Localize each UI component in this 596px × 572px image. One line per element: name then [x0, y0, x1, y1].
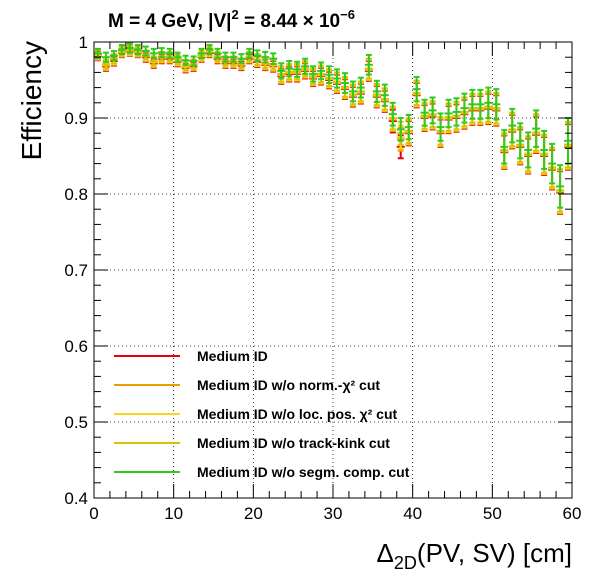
data-point [356, 76, 365, 99]
data-point [221, 51, 230, 63]
y-tick-label: 0.8 [64, 185, 88, 204]
y-axis-title: Efficiency [16, 41, 47, 160]
y-tick-label: 0.4 [64, 489, 88, 508]
data-point [149, 47, 158, 59]
data-point [253, 49, 262, 62]
data-point [388, 101, 397, 127]
legend-label: Medium ID w/o segm. comp. cut [197, 464, 410, 480]
chart-title-mid: = 8.44 × 10 [239, 11, 340, 32]
y-tick-label: 0.6 [64, 337, 88, 356]
legend-entry: Medium ID w/o track-kink cut [114, 435, 390, 451]
x-tick-label: 20 [244, 504, 263, 523]
data-point [109, 50, 118, 62]
data-point [364, 53, 373, 76]
data-point [261, 50, 270, 64]
data-point [396, 117, 405, 142]
data-point [197, 47, 206, 59]
data-point [173, 51, 182, 63]
x-tick-label: 50 [483, 504, 502, 523]
data-point [125, 42, 134, 54]
x-axis-title: Δ2D(PV, SV) [cm] [377, 538, 572, 572]
data-point [404, 113, 413, 141]
data-point [428, 96, 437, 125]
x-tick-label: 60 [563, 504, 582, 523]
data-point [213, 47, 222, 59]
y-tick-label: 0.7 [64, 261, 88, 280]
data-point [540, 129, 549, 170]
data-point [269, 52, 278, 66]
data-point [325, 65, 333, 85]
data-point [340, 72, 349, 94]
data-point [141, 45, 150, 57]
chart-title: M = 4 GeV, |V|2 = 8.44 × 10−6 [108, 7, 355, 32]
data-point [380, 83, 389, 107]
legend-entry: Medium ID [114, 348, 268, 364]
data-point [133, 44, 142, 56]
data-point [277, 62, 286, 80]
data-point [548, 142, 557, 185]
legend-entry: Medium ID w/o norm.-χ² cut [114, 377, 380, 393]
data-point [476, 88, 485, 120]
data-point [524, 131, 533, 169]
y-tick-label: 0.9 [64, 109, 88, 128]
legend-label: Medium ID w/o norm.-χ² cut [197, 377, 380, 393]
data-point [317, 61, 326, 81]
legend: Medium ID Medium ID w/o norm.-χ² cut Mediu… [114, 348, 410, 480]
data-point [492, 88, 501, 121]
axes: 0 10 20 30 40 50 60 0.4 0.5 0.6 0.7 0.8 0.9 1 [64, 33, 581, 523]
legend-label: Medium ID w/o track-kink cut [197, 435, 390, 451]
data-point [101, 51, 110, 63]
chart-title-exp1: 2 [231, 7, 238, 22]
data-point [372, 79, 381, 104]
x-tick-label: 0 [89, 504, 98, 523]
data-point [348, 80, 357, 103]
data-point [420, 98, 429, 127]
data-point [516, 122, 525, 160]
legend-entry: Medium ID w/o loc. pos. χ² cut [114, 406, 398, 422]
data-point [484, 86, 493, 119]
data-point [460, 92, 469, 124]
legend-label: Medium ID [197, 348, 268, 364]
x-tick-label: 40 [403, 504, 422, 523]
y-tick-label: 1 [79, 33, 88, 52]
data-point [412, 75, 421, 103]
data-point [205, 44, 214, 56]
series-4 [94, 42, 572, 209]
legend-label: Medium ID w/o loc. pos. χ² cut [197, 406, 398, 422]
data-point [293, 60, 302, 78]
data-point [532, 109, 541, 148]
data-point [500, 129, 509, 165]
data-point [165, 47, 174, 59]
data-point [245, 47, 254, 59]
data-point [452, 97, 461, 127]
data-point [229, 51, 238, 63]
data-point [556, 164, 565, 209]
chart-title-exp2: −6 [340, 7, 355, 22]
data-point [237, 53, 246, 65]
data-point [181, 54, 190, 66]
data-point [468, 88, 477, 120]
x-axis-title-main: Δ [377, 538, 394, 568]
data-series [94, 42, 572, 215]
data-point [189, 55, 198, 67]
chart-title-main: M = 4 GeV, |V| [108, 11, 231, 32]
data-point [301, 57, 310, 75]
data-point [157, 47, 166, 59]
y-tick-label: 0.5 [64, 413, 88, 432]
data-point [309, 65, 318, 83]
x-axis-title-sub: 2D [394, 553, 417, 572]
x-axis-title-rest: (PV, SV) [cm] [417, 538, 572, 568]
x-tick-label: 30 [324, 504, 343, 523]
legend-entry: Medium ID w/o segm. comp. cut [114, 464, 410, 480]
data-point [508, 107, 517, 144]
data-point [444, 98, 453, 129]
data-point [436, 112, 445, 142]
data-point [117, 44, 126, 56]
data-point [285, 60, 294, 78]
x-tick-label: 10 [164, 504, 183, 523]
data-point [94, 47, 102, 59]
data-point [333, 68, 341, 89]
